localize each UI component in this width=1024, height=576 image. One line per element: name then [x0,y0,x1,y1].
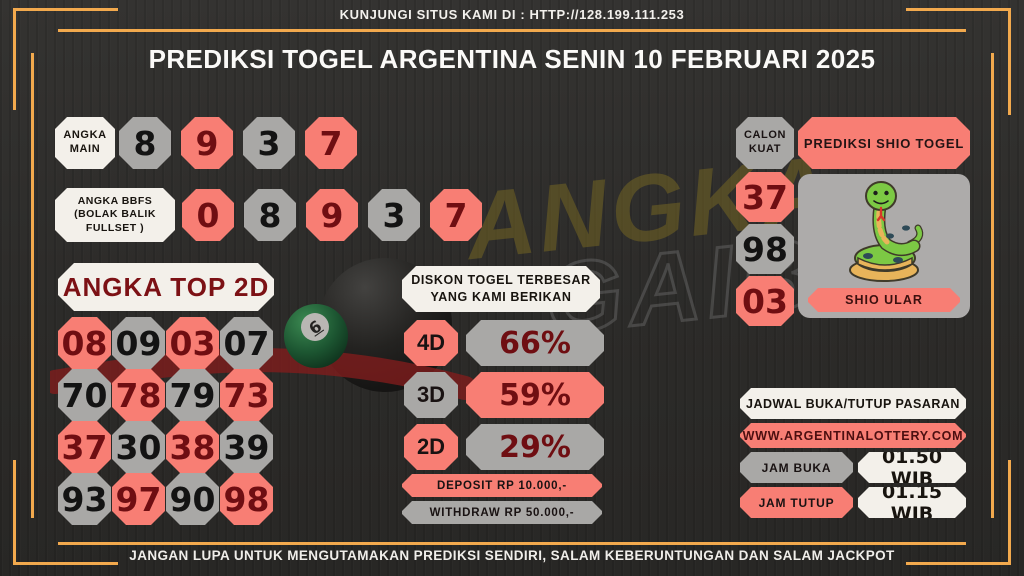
frame-right-inner-line [991,53,994,518]
jam-tutup-value: 01.15 WIB [858,487,966,518]
footer-message: JANGAN LUPA UNTUK MENGUTAMAKAN PREDIKSI … [129,548,895,563]
angka-bbfs-digit: 0 [182,189,234,241]
top2d-cell: 73 [220,369,273,421]
frame-corner-top-left-v [13,8,16,110]
shio-name-banner: SHIO ULAR [808,288,960,312]
angka-bbfs-digit: 8 [244,189,296,241]
top2d-cell: 79 [166,369,219,421]
calon-kuat-label-line2: KUAT [748,143,782,155]
diskon-3d-label: 3D [404,372,458,418]
top2d-cell: 93 [58,473,111,525]
angka-main-digit: 9 [181,117,233,169]
website-banner[interactable]: WWW.ARGENTINALOTTERY.COM [740,423,966,448]
diskon-title-line2: YANG KAMI BERIKAN [430,290,572,304]
frame-left-inner-line [31,53,34,518]
diskon-4d-label: 4D [404,320,458,366]
top2d-cell: 70 [58,369,111,421]
frame-corner-bottom-right-h [906,562,1011,565]
angka-main-label: ANGKA MAIN [55,117,115,169]
top2d-cell: 37 [58,421,111,473]
snake-shio-image [849,181,924,282]
diskon-4d-value: 66% [466,320,604,366]
angka-top-2d-grid: 08 09 03 07 70 78 79 73 37 30 38 39 93 9… [58,317,273,525]
calon-kuat-number: 98 [736,224,794,274]
angka-bbfs-digit: 3 [368,189,420,241]
shio-panel: SHIO ULAR [798,174,970,318]
diskon-2d-label: 2D [404,424,458,470]
frame-corner-top-right-v [1008,8,1011,115]
withdraw-banner: WITHDRAW RP 50.000,- [402,501,602,524]
top2d-cell: 30 [112,421,165,473]
top2d-cell: 98 [220,473,273,525]
angka-bbfs-digit: 7 [430,189,482,241]
deposit-banner: DEPOSIT RP 10.000,- [402,474,602,497]
angka-main-label-line2: MAIN [69,143,101,155]
top2d-cell: 39 [220,421,273,473]
diskon-title-line1: DISKON TOGEL TERBESAR [411,273,591,288]
angka-main-digit: 3 [243,117,295,169]
frame-corner-top-right-h [906,8,1011,11]
page-title: PREDIKSI TOGEL ARGENTINA SENIN 10 FEBRUA… [148,44,876,74]
billiard-ball-6-number: 6 [295,307,335,347]
frame-bottom-rule [58,542,966,545]
jam-tutup-label: JAM TUTUP [740,487,853,518]
angka-main-digit: 7 [305,117,357,169]
angka-bbfs-label-line2: (BOLAK BALIK [74,208,156,221]
top2d-cell: 97 [112,473,165,525]
website-url: WWW.ARGENTINALOTTERY.COM [742,428,964,443]
shio-title: PREDIKSI SHIO TOGEL [803,135,965,151]
top2d-cell: 78 [112,369,165,421]
calon-kuat-label: CALON KUAT [736,117,794,169]
calon-kuat-number: 37 [736,172,794,222]
frame-corner-bottom-left-h [13,562,118,565]
top2d-cell: 03 [166,317,219,369]
diskon-2d-value: 29% [466,424,604,470]
site-url-banner[interactable]: KUNJUNGI SITUS KAMI DI : HTTP://128.199.… [339,7,685,22]
shio-title-banner: PREDIKSI SHIO TOGEL [798,117,970,169]
top2d-cell: 90 [166,473,219,525]
angka-top-2d-title: ANGKA TOP 2D [62,271,270,302]
angka-bbfs-label-line1: ANGKA BBFS [77,194,153,207]
jadwal-title-banner: JADWAL BUKA/TUTUP PASARAN [740,388,966,419]
angka-main-label-line1: ANGKA [63,129,107,142]
jam-buka-value: 01.50 WIB [858,452,966,483]
angka-main-digit: 8 [119,117,171,169]
angka-bbfs-digit: 9 [306,189,358,241]
frame-top-rule [58,29,966,32]
billiard-ball-6-decoration: 6 [284,304,348,368]
jam-buka-label: JAM BUKA [740,452,853,483]
top2d-cell: 08 [58,317,111,369]
calon-kuat-label-line1: CALON [743,129,787,142]
shio-name: SHIO ULAR [845,293,923,307]
frame-corner-top-left-h [13,8,118,11]
angka-bbfs-digits: 0 8 9 3 7 [182,189,482,241]
angka-bbfs-label: ANGKA BBFS (BOLAK BALIK FULLSET ) [55,188,175,242]
top2d-cell: 38 [166,421,219,473]
angka-main-digits: 8 9 3 7 [119,117,357,169]
frame-corner-bottom-right-v [1008,460,1011,565]
diskon-title-box: DISKON TOGEL TERBESAR YANG KAMI BERIKAN [402,266,600,312]
frame-corner-bottom-left-v [13,460,16,565]
calon-kuat-number: 03 [736,276,794,326]
diskon-3d-value: 59% [466,372,604,418]
top2d-cell: 07 [220,317,273,369]
angka-bbfs-label-line3: FULLSET ) [85,221,145,234]
top2d-cell: 09 [112,317,165,369]
angka-top-2d-banner: ANGKA TOP 2D [58,263,274,311]
